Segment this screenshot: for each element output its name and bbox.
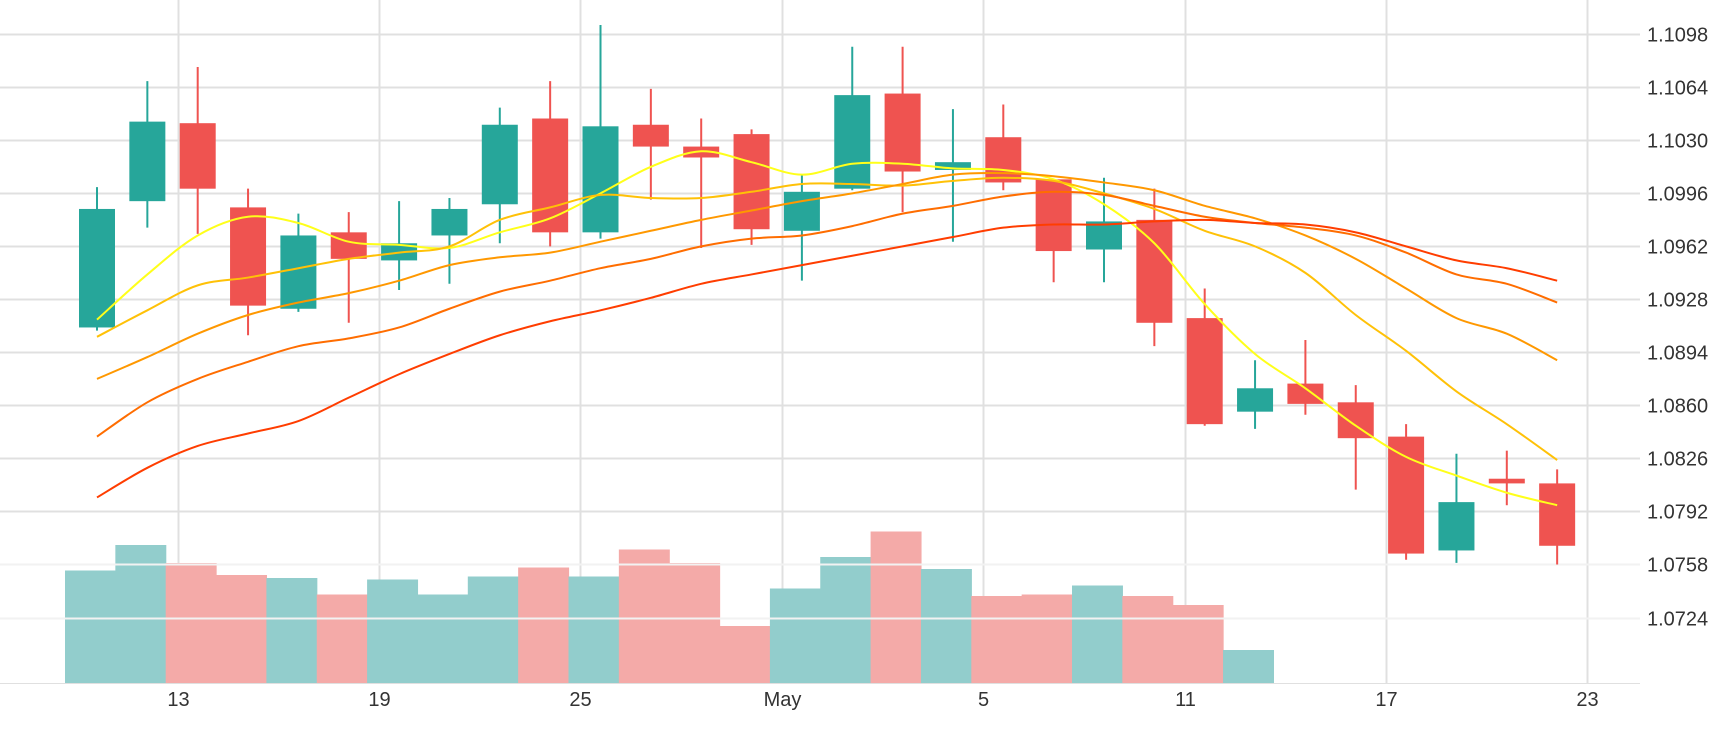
x-axis: 13 19 25 May 5 11 17 23 — [167, 689, 1598, 711]
volume-bar — [719, 626, 771, 683]
x-tick-label: 13 — [167, 689, 189, 711]
y-tick-label: 1.0792 — [1647, 502, 1708, 524]
volume-bar — [367, 579, 419, 683]
volume-bar — [216, 575, 267, 683]
candle-body — [230, 207, 267, 306]
y-tick-label: 1.0928 — [1647, 290, 1708, 312]
candle-body — [1287, 383, 1324, 404]
x-tick-label: 23 — [1576, 689, 1598, 711]
volume-bar — [1122, 596, 1174, 683]
moving-average-lines — [96, 150, 1558, 507]
candle-body — [179, 123, 216, 189]
volume-bar — [518, 567, 570, 683]
y-tick-label: 1.0758 — [1647, 555, 1708, 577]
candle-body — [1086, 221, 1122, 250]
candle-body — [330, 232, 367, 259]
candle-body — [1488, 478, 1525, 484]
volume-bar — [165, 563, 217, 683]
moving-average-line — [96, 190, 1558, 438]
candle-body — [1035, 179, 1072, 252]
y-tick-label: 1.0894 — [1647, 343, 1708, 365]
y-tick-label: 1.1064 — [1647, 78, 1708, 100]
y-tick-label: 1.0996 — [1647, 184, 1708, 206]
candle-body — [79, 208, 115, 328]
candle-body — [129, 121, 166, 202]
candle-body — [985, 137, 1022, 183]
volume-bars — [0, 531, 1640, 683]
candle-body — [1186, 318, 1223, 425]
candle-body — [582, 126, 619, 233]
moving-average-line — [96, 171, 1558, 380]
candle-body — [1438, 502, 1475, 551]
x-tick-label: 25 — [569, 689, 591, 711]
volume-bar — [1072, 585, 1123, 683]
volume-bar — [417, 594, 469, 683]
candle-body — [834, 95, 871, 189]
moving-average-line — [96, 218, 1558, 499]
volume-bar — [467, 576, 519, 683]
volume-bar — [115, 545, 167, 683]
x-tick-label: 17 — [1375, 689, 1397, 711]
x-tick-label: 19 — [368, 689, 390, 711]
moving-average-line — [96, 150, 1558, 507]
x-tick-label: 5 — [978, 689, 989, 711]
y-tick-label: 1.0860 — [1647, 396, 1708, 418]
volume-bar — [266, 578, 318, 683]
candle-body — [532, 118, 569, 233]
x-tick-label: May — [764, 689, 802, 711]
candle-body — [1539, 483, 1576, 546]
candle-body — [1337, 402, 1374, 439]
volume-bar — [618, 549, 670, 683]
y-tick-label: 1.0962 — [1647, 237, 1708, 259]
candles — [79, 24, 1576, 565]
y-axis: 1.1098 1.1064 1.1030 1.0996 1.0962 1.0928 1.08… — [1647, 25, 1708, 631]
candle-body — [632, 124, 669, 147]
y-tick-label: 1.1098 — [1647, 25, 1708, 47]
candle-body — [1136, 219, 1173, 323]
y-tick-label: 1.0826 — [1647, 449, 1708, 471]
candle-body — [1388, 436, 1425, 554]
candle-body — [934, 162, 971, 170]
volume-bar — [669, 563, 721, 683]
volume-bar — [820, 557, 872, 683]
candle-body — [1237, 388, 1274, 412]
volume-bar — [870, 531, 922, 683]
volume-bar — [971, 596, 1023, 683]
candle-body — [884, 93, 921, 172]
volume-bar — [65, 570, 116, 683]
volume-bar — [920, 569, 972, 683]
candle-body — [431, 208, 468, 236]
volume-bar — [1223, 650, 1274, 683]
volume-bar — [568, 576, 620, 683]
moving-average-line — [96, 176, 1558, 461]
candle-body — [733, 134, 770, 230]
y-tick-label: 1.1030 — [1647, 131, 1708, 153]
volume-bar — [769, 588, 821, 683]
candle-body — [481, 124, 518, 205]
x-tick-label: 11 — [1175, 689, 1196, 711]
volume-bar — [1021, 594, 1073, 683]
candle-body — [783, 191, 820, 231]
volume-bar — [316, 594, 368, 683]
volume-bar — [1172, 605, 1224, 683]
candle-body — [280, 235, 317, 309]
y-tick-label: 1.0724 — [1647, 609, 1708, 631]
